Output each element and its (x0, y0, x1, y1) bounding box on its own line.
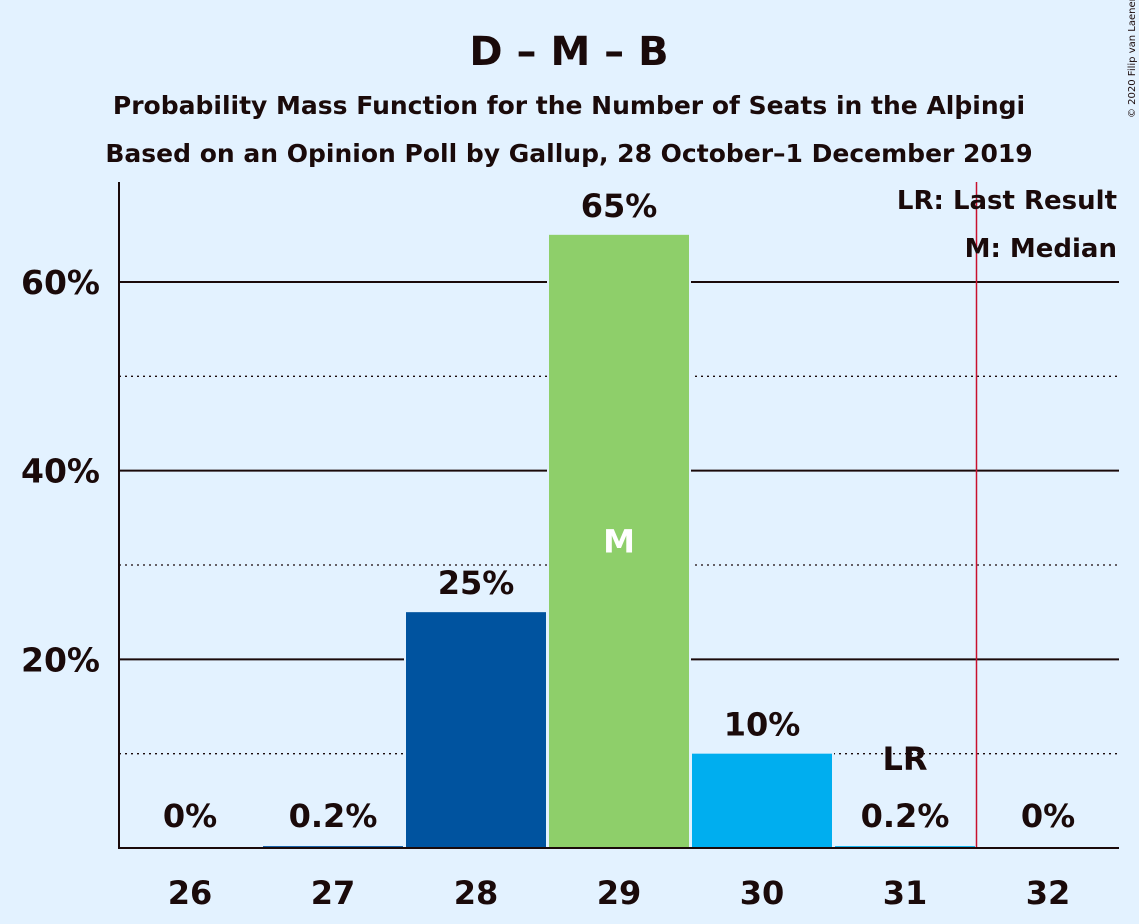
y-tick-label: 40% (21, 452, 100, 491)
markers: M LR (603, 182, 978, 848)
chart-subtitle-1: Probability Mass Function for the Number… (113, 91, 1025, 120)
data-label-seat-28: 25% (438, 564, 515, 602)
x-tick-label: 28 (454, 874, 499, 912)
x-tick-label: 29 (597, 874, 642, 912)
x-tick-label: 27 (311, 874, 356, 912)
chart-subtitle-2: Based on an Opinion Poll by Gallup, 28 O… (105, 139, 1032, 168)
data-label-seat-30: 10% (724, 706, 801, 744)
data-label-seat-27: 0.2% (289, 797, 378, 835)
data-label-seat-26: 0% (163, 797, 217, 835)
legend-last-result: LR: Last Result (897, 186, 1117, 216)
bar-seat-29 (549, 234, 689, 848)
data-label-seat-31: 0.2% (861, 797, 950, 835)
data-label-seat-29: 65% (581, 187, 658, 225)
bars (261, 232, 977, 848)
median-marker: M (603, 522, 635, 560)
bar-halo (833, 844, 977, 848)
x-tick-label: 32 (1026, 874, 1071, 912)
legend-median: M: Median (965, 234, 1117, 264)
data-label-seat-32: 0% (1021, 797, 1075, 835)
chart-title: D – M – B (469, 29, 668, 75)
x-tick-label: 26 (168, 874, 213, 912)
last-result-marker: LR (882, 740, 927, 778)
y-axis-ticks: 20% 40% 60% (21, 263, 100, 679)
x-tick-label: 30 (740, 874, 785, 912)
bar-halo (261, 844, 405, 848)
x-axis-ticks: 26 27 28 29 30 31 32 (168, 874, 1071, 912)
y-tick-label: 60% (21, 263, 100, 302)
bar-seat-28 (406, 612, 546, 848)
x-tick-label: 31 (883, 874, 928, 912)
bar-seat-30 (692, 753, 832, 848)
y-tick-label: 20% (21, 640, 100, 679)
copyright-notice: © 2020 Filip van Laenen (1127, 0, 1138, 118)
data-labels: 0% 0.2% 25% 65% 10% 0.2% 0% (163, 187, 1075, 835)
